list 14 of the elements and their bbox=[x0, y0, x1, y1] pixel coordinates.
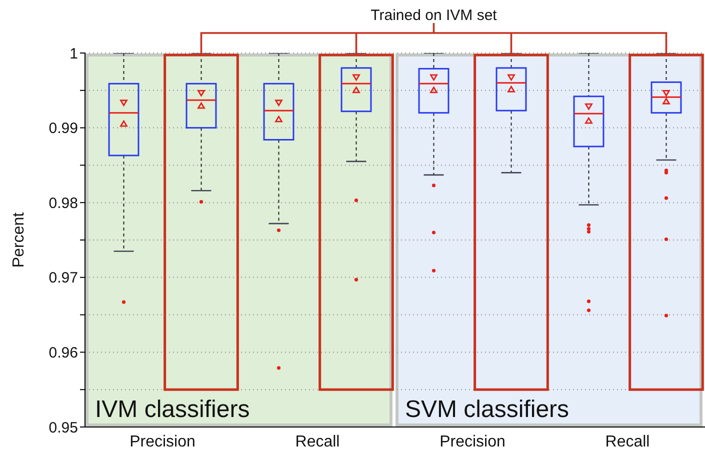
y-tick-label: 1 bbox=[70, 45, 78, 62]
x-tick-label: Precision bbox=[440, 433, 506, 450]
y-tick-label: 0.96 bbox=[48, 344, 78, 362]
x-tick-label: Precision bbox=[130, 433, 196, 450]
annotation: IVM classifiers bbox=[95, 396, 250, 423]
y-axis-title: Percent bbox=[10, 212, 28, 268]
annotation: SVM classifiers bbox=[405, 396, 570, 423]
y-tick-label: 0.95 bbox=[48, 419, 78, 436]
x-tick-label: Recall bbox=[295, 433, 340, 450]
y-tick-label: 0.99 bbox=[48, 120, 78, 138]
y-tick-label: 0.98 bbox=[48, 194, 78, 212]
text: Trained on IVM set bbox=[370, 7, 498, 24]
x-tick-label: Recall bbox=[605, 433, 650, 450]
y-tick-label: 0.97 bbox=[48, 270, 78, 287]
